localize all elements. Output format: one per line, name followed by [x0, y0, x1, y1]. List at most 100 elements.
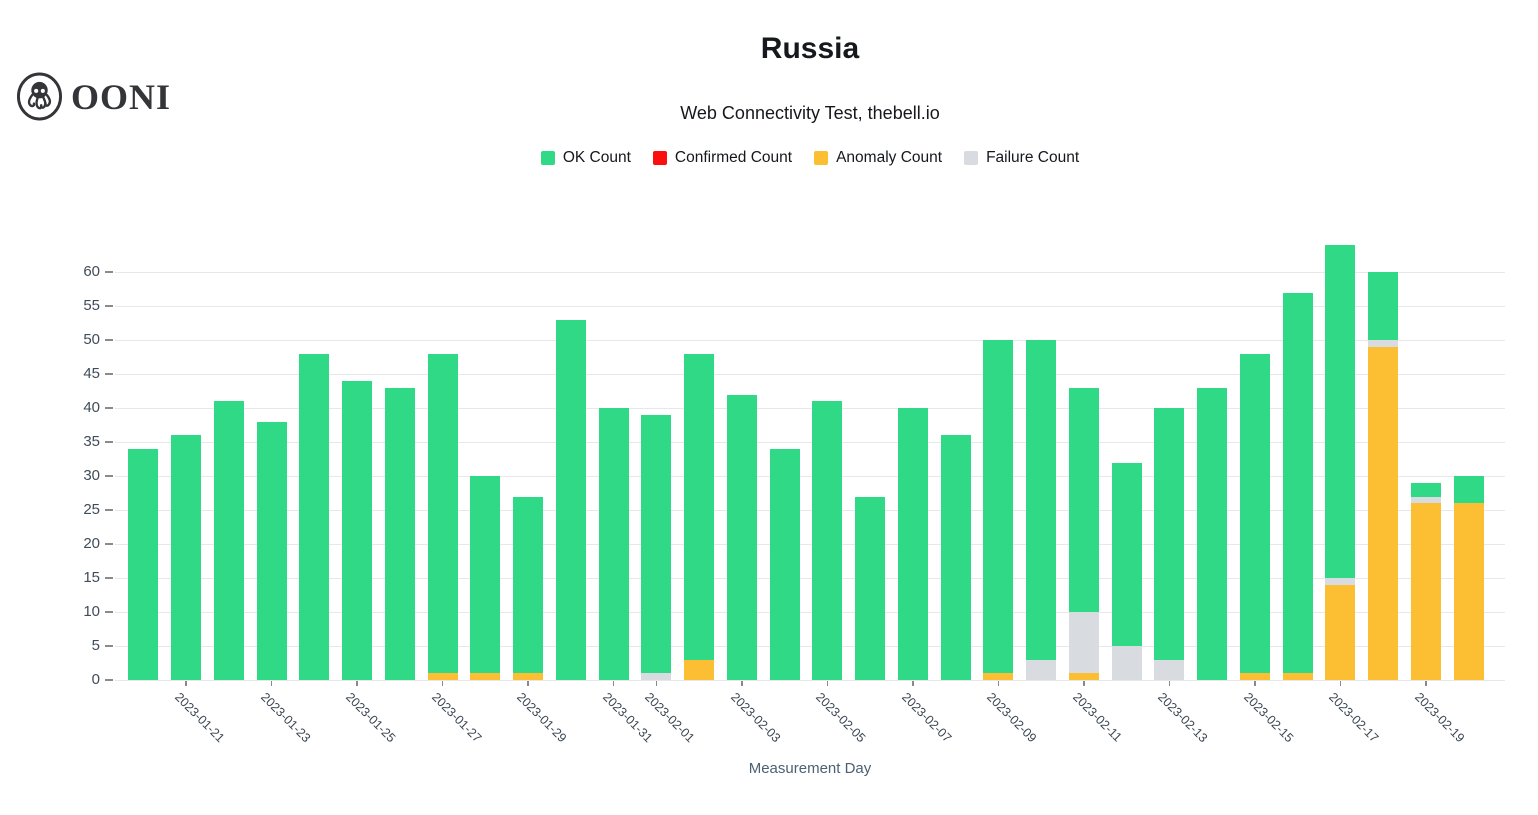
y-tick-mark [105, 679, 113, 681]
bar-2023-02-10-segment-failure[interactable] [1026, 659, 1057, 680]
bar-2023-01-21-segment-ok[interactable] [171, 435, 202, 680]
bar-2023-02-17-segment-anomaly[interactable] [1325, 584, 1356, 680]
bar-2023-01-26-segment-ok[interactable] [384, 387, 415, 680]
legend-label: Confirmed Count [674, 149, 793, 166]
bar-2023-01-22-segment-ok[interactable] [213, 401, 244, 680]
y-tick-label: 25 [83, 501, 100, 519]
y-tick-label: 50 [83, 331, 100, 349]
bar-2023-01-24-segment-ok[interactable] [299, 353, 330, 680]
bar-2023-02-20-segment-ok[interactable] [1453, 476, 1484, 504]
ooni-octopus-icon [16, 72, 63, 121]
x-tick-mark [1254, 681, 1256, 686]
y-tick-label: 5 [91, 637, 100, 655]
bar-2023-02-15-segment-ok[interactable] [1239, 353, 1270, 674]
y-tick-label: 45 [83, 365, 100, 383]
x-tick-label: 2023-01-23 [257, 690, 313, 746]
legend-item-confirmed-count[interactable]: Confirmed Count [652, 149, 793, 167]
bar-2023-02-11-segment-ok[interactable] [1068, 387, 1099, 613]
bar-2023-02-19-segment-anomaly[interactable] [1410, 503, 1441, 680]
bar-2023-02-12-segment-failure[interactable] [1111, 646, 1142, 680]
bar-2023-01-29-segment-ok[interactable] [513, 496, 544, 674]
y-tick-mark [105, 475, 113, 478]
bar-2023-02-09-segment-anomaly[interactable] [983, 673, 1014, 680]
bar-2023-02-18-segment-failure[interactable] [1368, 340, 1399, 348]
bar-2023-01-31-segment-ok[interactable] [598, 408, 629, 680]
bar-2023-01-30-segment-ok[interactable] [555, 319, 586, 680]
y-tick-label: 15 [83, 569, 100, 587]
bar-2023-01-20-segment-ok[interactable] [128, 448, 159, 680]
bar-2023-02-13-segment-ok[interactable] [1154, 408, 1185, 660]
bar-2023-02-13-segment-failure[interactable] [1154, 659, 1185, 680]
gridline-y-35 [115, 441, 1505, 443]
x-tick-label: 2023-02-17 [1326, 690, 1382, 746]
ooni-wordmark: OONI [71, 76, 172, 117]
y-tick-mark [105, 441, 113, 444]
y-tick-label: 35 [83, 433, 100, 451]
bar-2023-02-14-segment-ok[interactable] [1197, 387, 1228, 680]
bar-2023-02-11-segment-failure[interactable] [1068, 612, 1099, 674]
x-tick-label: 2023-02-07 [898, 690, 955, 746]
y-tick-label: 30 [83, 467, 100, 485]
y-tick-mark [105, 407, 113, 410]
x-tick-mark [185, 681, 187, 686]
legend-item-anomaly-count[interactable]: Anomaly Count [814, 149, 942, 167]
x-tick-mark [1168, 681, 1171, 686]
bar-2023-02-19-segment-failure[interactable] [1410, 496, 1441, 504]
x-tick-mark [270, 681, 273, 686]
bar-2023-02-06-segment-ok[interactable] [855, 496, 886, 680]
gridline-y-50 [115, 339, 1505, 341]
bar-2023-02-17-segment-failure[interactable] [1325, 578, 1356, 585]
chart-subtitle: Web Connectivity Test, thebell.io [680, 103, 940, 123]
bar-2023-02-16-segment-ok[interactable] [1282, 292, 1313, 674]
y-tick-mark [105, 339, 113, 342]
bar-2023-02-18-segment-ok[interactable] [1368, 272, 1399, 341]
x-tick-mark [527, 681, 529, 686]
bar-2023-01-23-segment-ok[interactable] [256, 421, 287, 680]
bar-2023-02-01-segment-ok[interactable] [641, 414, 672, 674]
y-tick-label: 40 [83, 399, 100, 417]
gridline-y-55 [115, 305, 1505, 307]
failure-count-swatch-icon [964, 151, 979, 165]
y-tick-mark [105, 305, 113, 308]
bar-2023-02-18-segment-anomaly[interactable] [1368, 347, 1399, 680]
bar-2023-02-08-segment-ok[interactable] [940, 435, 971, 680]
bar-2023-01-28-segment-anomaly[interactable] [470, 673, 501, 680]
x-tick-label: 2023-02-19 [1411, 690, 1468, 746]
bar-2023-02-03-segment-ok[interactable] [726, 394, 757, 680]
gridline-y-60 [115, 271, 1505, 273]
confirmed-count-swatch-icon [652, 151, 667, 165]
gridline-y-45 [115, 373, 1505, 375]
bar-2023-02-11-segment-anomaly[interactable] [1068, 673, 1099, 680]
y-tick-mark [105, 645, 113, 648]
bar-2023-01-29-segment-anomaly[interactable] [513, 673, 544, 680]
bar-2023-02-04-segment-ok[interactable] [769, 448, 800, 680]
bar-2023-02-09-segment-ok[interactable] [983, 340, 1014, 674]
bar-2023-02-16-segment-anomaly[interactable] [1282, 673, 1313, 680]
bar-2023-02-05-segment-ok[interactable] [812, 401, 843, 680]
bar-2023-02-15-segment-anomaly[interactable] [1239, 673, 1270, 680]
bar-2023-02-01-segment-failure[interactable] [641, 673, 672, 680]
x-tick-mark [441, 681, 444, 686]
bar-2023-02-07-segment-ok[interactable] [897, 408, 928, 680]
bar-2023-02-17-segment-ok[interactable] [1325, 245, 1356, 579]
bar-2023-02-20-segment-anomaly[interactable] [1453, 503, 1484, 680]
bar-2023-01-28-segment-ok[interactable] [470, 476, 501, 674]
y-tick-mark [105, 271, 113, 274]
bar-2023-02-19-segment-ok[interactable] [1410, 482, 1441, 497]
x-tick-label: 2023-02-09 [984, 690, 1040, 746]
bar-2023-02-10-segment-ok[interactable] [1026, 340, 1057, 660]
gridline-y-25 [115, 509, 1505, 511]
legend-item-failure-count[interactable]: Failure Count [964, 149, 1079, 167]
bar-2023-01-25-segment-ok[interactable] [342, 381, 373, 680]
y-tick-mark [105, 373, 113, 376]
bar-2023-01-27-segment-anomaly[interactable] [427, 673, 458, 680]
legend-item-ok-count[interactable]: OK Count [540, 149, 631, 167]
bar-2023-01-27-segment-ok[interactable] [427, 353, 458, 674]
x-tick-label: 2023-01-27 [428, 690, 484, 746]
ooni-logo: OONI [16, 72, 171, 121]
x-tick-label: 2023-02-15 [1240, 690, 1297, 746]
bar-2023-02-12-segment-ok[interactable] [1111, 462, 1142, 646]
bar-2023-02-02-segment-ok[interactable] [684, 353, 715, 660]
bar-2023-02-02-segment-anomaly[interactable] [684, 659, 715, 680]
